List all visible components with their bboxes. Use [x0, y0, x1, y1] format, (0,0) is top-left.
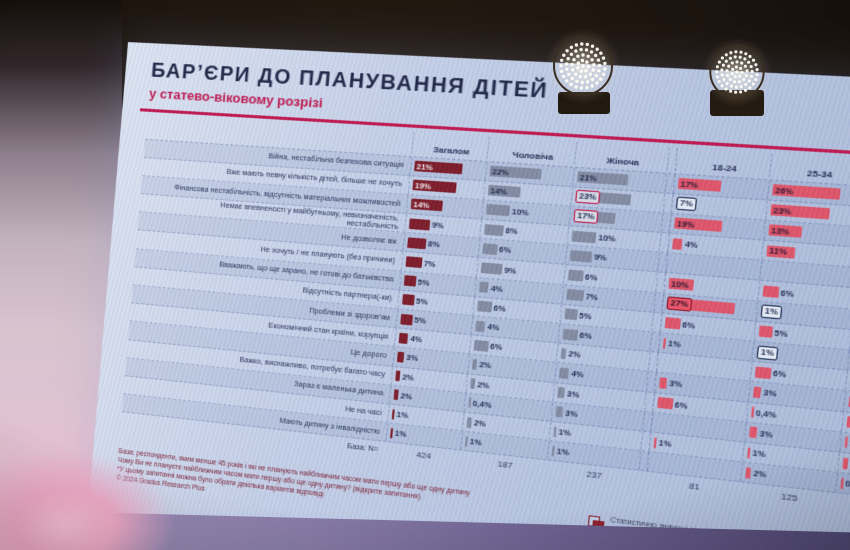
significance-chip: 27% [666, 296, 693, 312]
column-header: 18-24 [674, 147, 773, 177]
legend-higher-chip: вище [732, 531, 760, 543]
column-header: 25-34 [770, 153, 850, 183]
significance-chip: 23% [575, 189, 601, 205]
overlapping-squares-icon [587, 515, 605, 533]
pink-foreground-blur [0, 450, 175, 550]
column-header: Загалом [411, 131, 490, 159]
significance-chip: 1% [756, 344, 779, 361]
significance-legend: Статистично значущі відмінності вище / н… [587, 513, 850, 550]
significance-chip: 1% [760, 304, 783, 320]
base-value: 219 [835, 494, 850, 523]
column-header: Чоловіча [487, 136, 578, 165]
projector-slide: БАР’ЄРИ ДО ПЛАНУВАННЯ ДІТЕЙ у статево-ві… [88, 42, 850, 550]
legend-text: Статистично значущі відмінності вище / н… [609, 516, 850, 550]
column-header: Жіноча [575, 141, 670, 170]
significance-chip: 17% [573, 209, 599, 225]
significance-chip: 7% [675, 196, 697, 212]
